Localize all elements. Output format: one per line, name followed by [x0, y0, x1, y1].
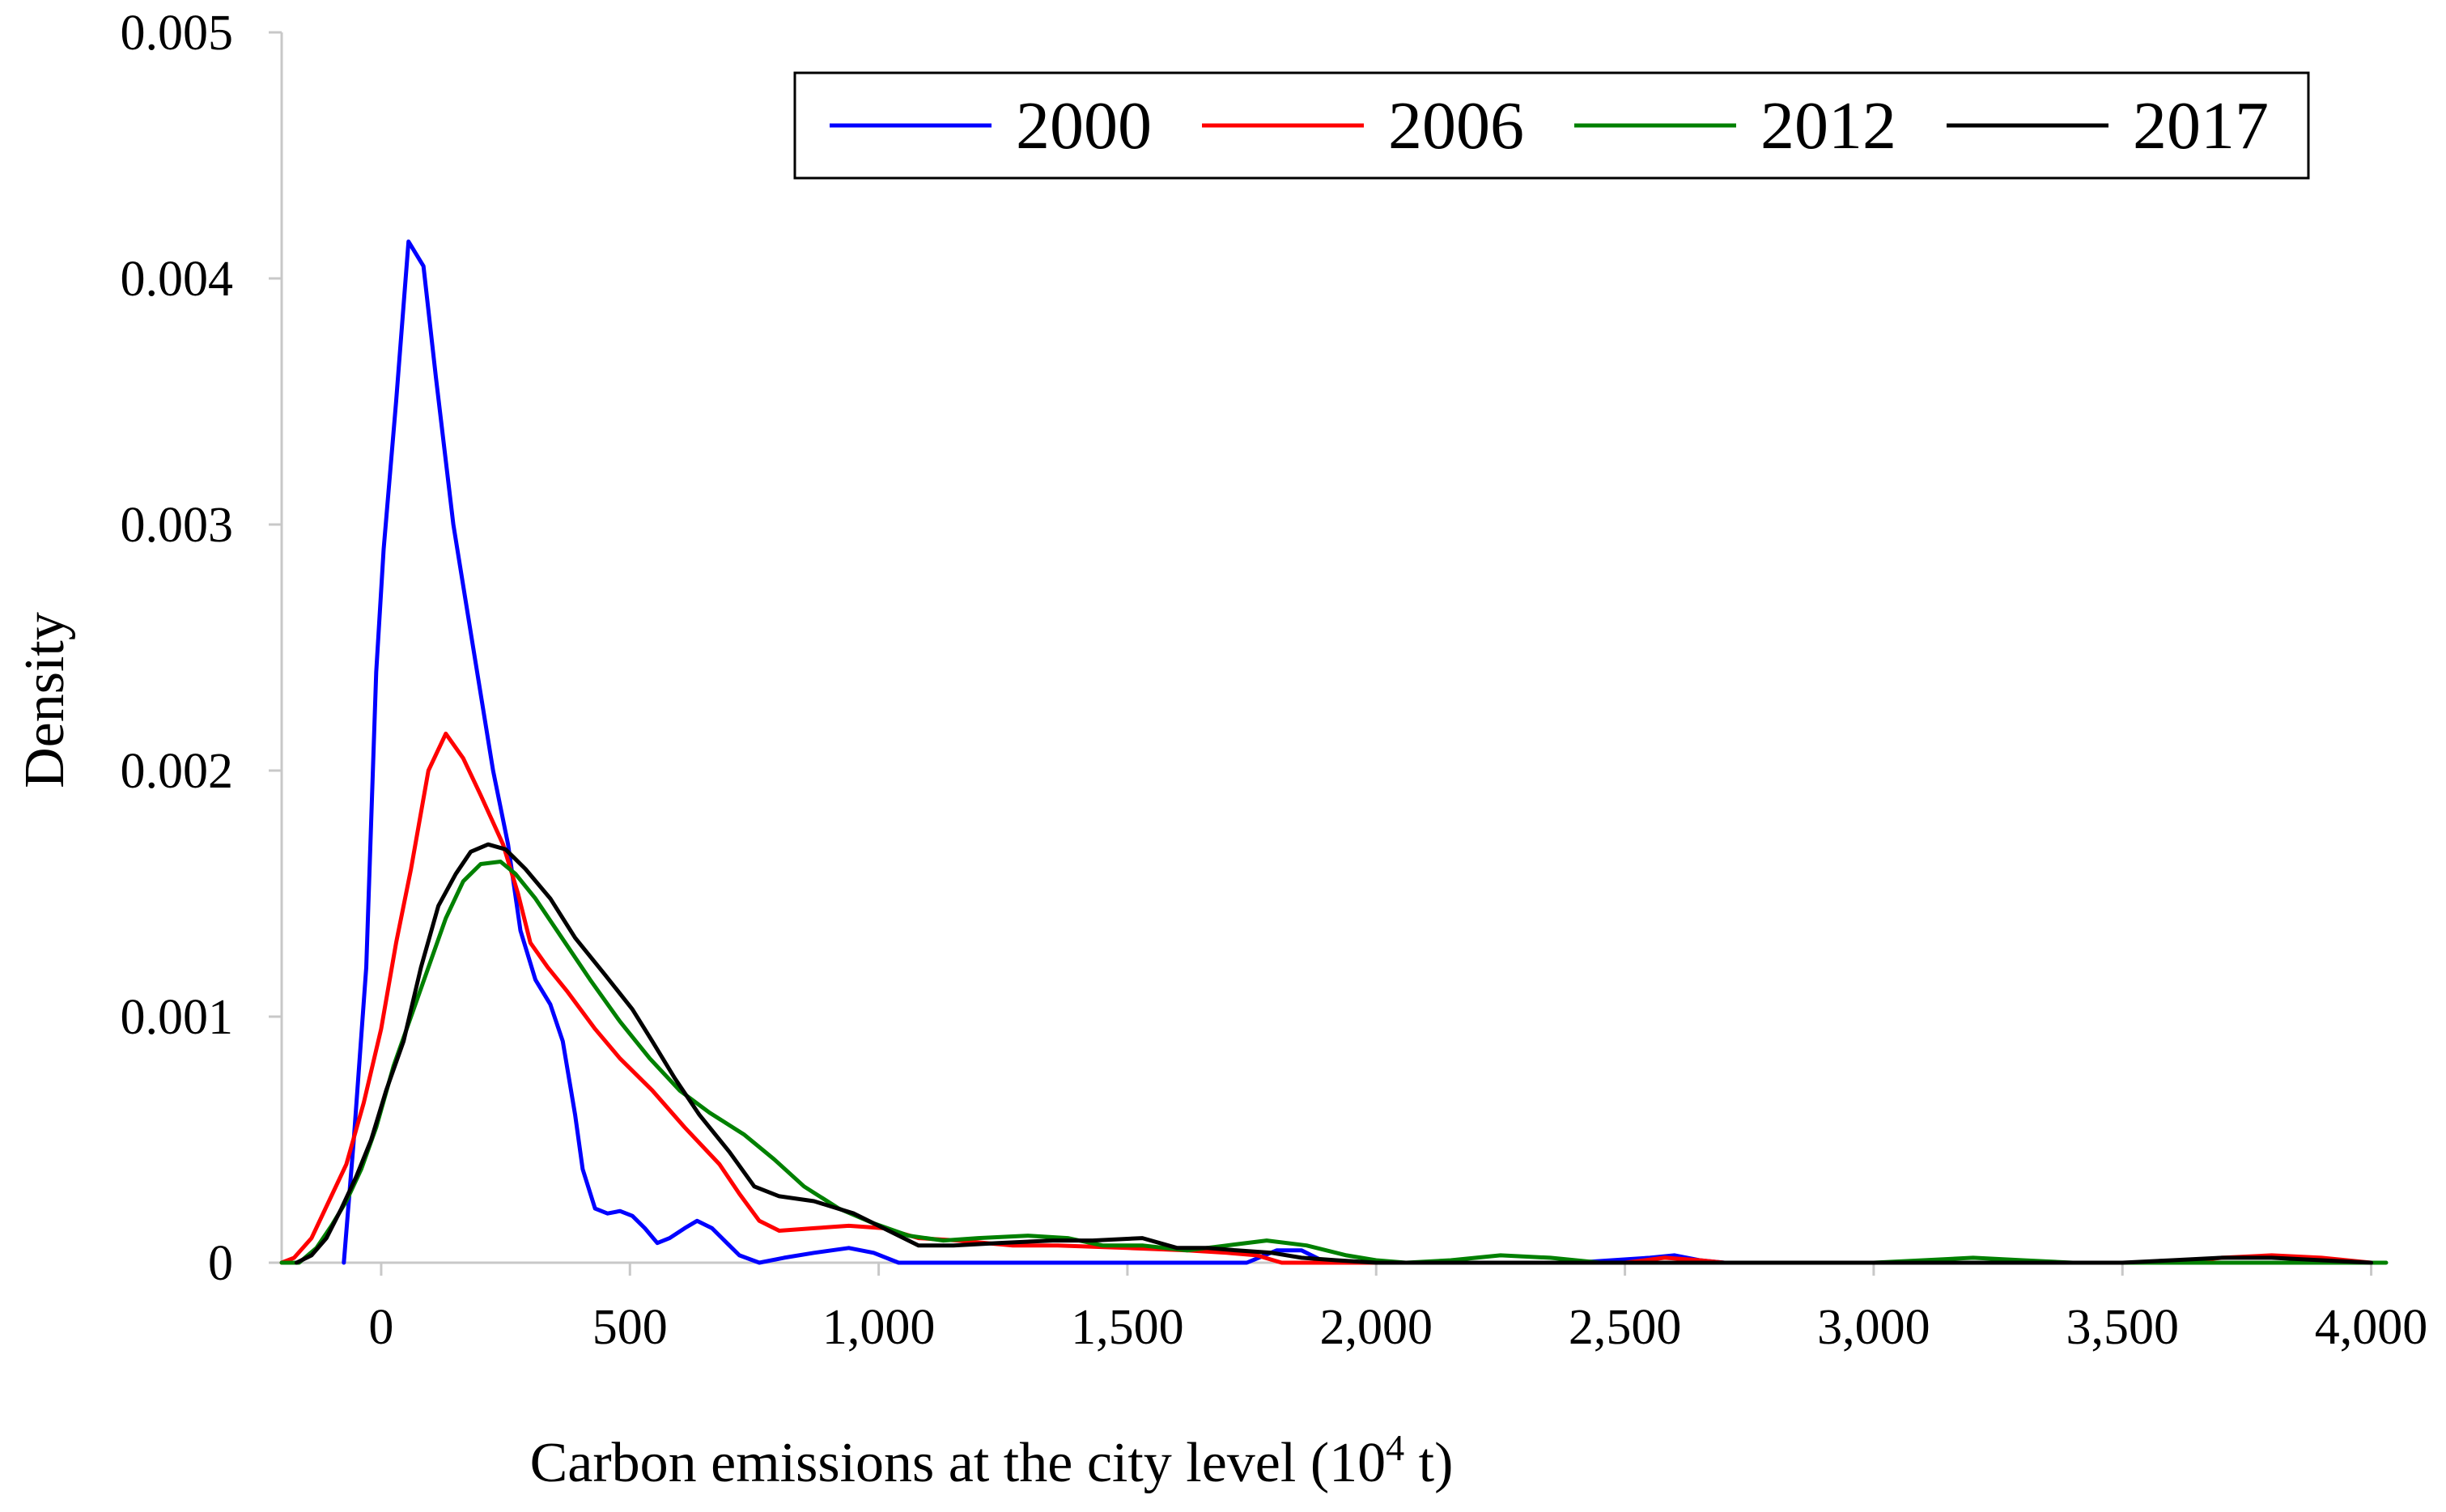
axes: 0 0.001 0.002 0.003 0.004 0.005 0 500 1,000 1,500… [121, 6, 2428, 1355]
series-line-2000 [342, 239, 1726, 1265]
x-tick-label: 0 [368, 1300, 393, 1355]
x-tick-label: 500 [592, 1300, 668, 1355]
x-axis-title: Carbon emissions at the city level (104 … [530, 1427, 1454, 1494]
x-tick-label: 3,000 [1817, 1300, 1930, 1355]
legend-label-2017: 2017 [2133, 88, 2269, 164]
series-lines [279, 239, 2389, 1265]
x-tick-label: 3,500 [2066, 1300, 2179, 1355]
y-tick-label: 0.001 [121, 990, 234, 1045]
legend: 2000 2006 2012 2017 [793, 71, 2310, 180]
y-axis-title: Density [14, 612, 76, 788]
x-axis-title-unit: t) [1404, 1432, 1453, 1494]
legend-label-2012: 2012 [1760, 88, 1896, 164]
x-tick-label: 2,500 [1569, 1300, 1682, 1355]
series-line-2006 [279, 731, 2374, 1265]
series-line-2017 [294, 842, 2374, 1265]
y-tick-label: 0.005 [121, 6, 234, 61]
y-tick-label: 0.004 [121, 252, 234, 307]
y-tick-label: 0.003 [121, 498, 234, 553]
x-tick-label: 1,000 [822, 1300, 936, 1355]
legend-label-2006: 2006 [1388, 88, 1524, 164]
x-tick-label: 1,500 [1071, 1300, 1184, 1355]
legend-label-2000: 2000 [1016, 88, 1152, 164]
series-line-2012 [279, 860, 2389, 1265]
y-tick-label: 0 [208, 1236, 233, 1291]
y-tick-label: 0.002 [121, 744, 234, 799]
x-tick-label: 2,000 [1319, 1300, 1433, 1355]
x-axis-title-exponent: 4 [1386, 1427, 1404, 1468]
x-axis-title-main: Carbon emissions at the city level (10 [530, 1432, 1386, 1494]
x-tick-label: 4,000 [2315, 1300, 2428, 1355]
